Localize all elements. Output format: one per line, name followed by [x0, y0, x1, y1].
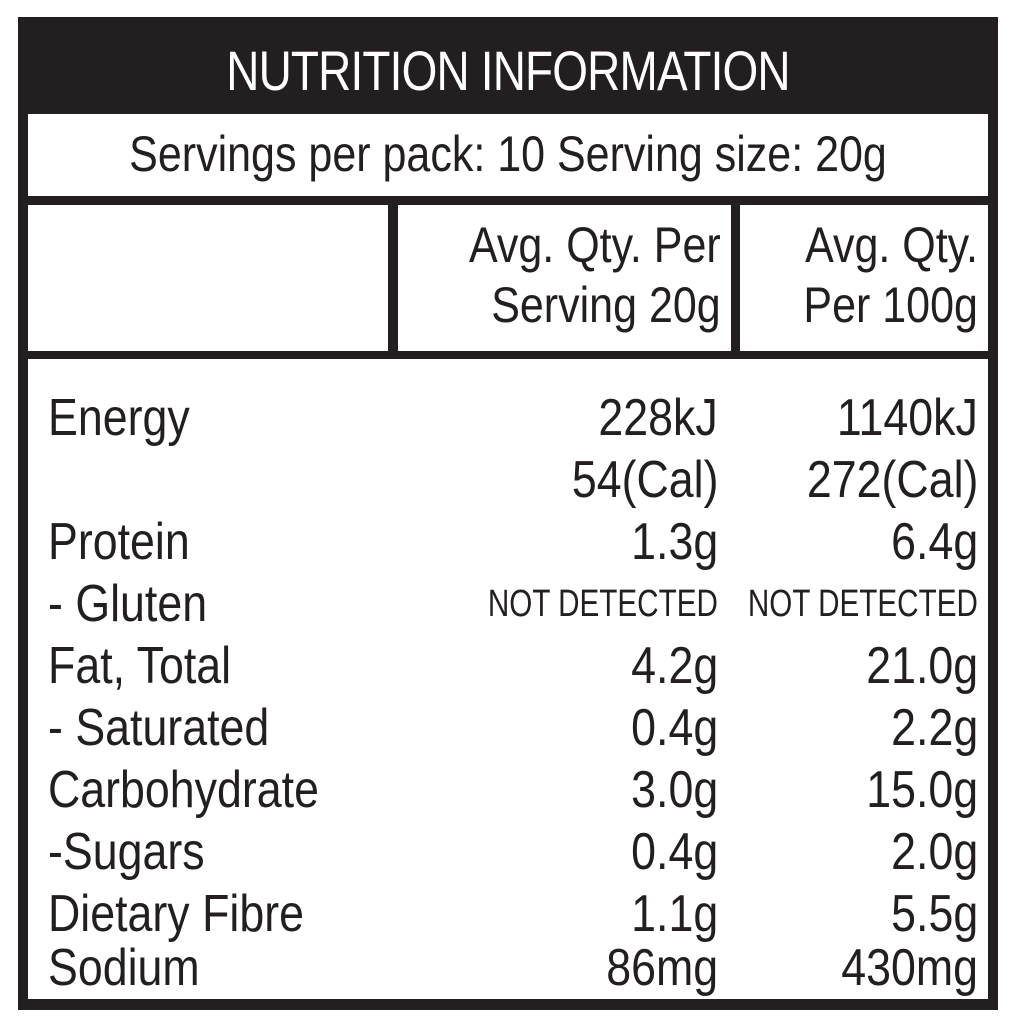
header-per-serving-line2: Serving 20g — [491, 277, 721, 333]
table-row: Energy 228kJ 1140kJ — [28, 387, 988, 449]
per-serving-value: 1.1g — [630, 885, 718, 943]
table-row: Carbohydrate 3.0g 15.0g — [28, 759, 988, 821]
nutrition-panel: NUTRITION INFORMATION Servings per pack:… — [18, 17, 998, 1010]
per-100g-value: 2.0g — [890, 823, 978, 881]
table-row: -Sugars 0.4g 2.0g — [28, 821, 988, 883]
header-blank-cell — [28, 205, 388, 351]
per-serving-value: 228kJ — [598, 389, 718, 447]
per-100g-value: 5.5g — [890, 885, 978, 943]
table-row: Sodium 86mg 430mg — [28, 937, 988, 999]
per-serving-value: NOT DETECTED — [487, 583, 718, 625]
header-per-serving-line1: Avg. Qty. Per — [469, 217, 721, 273]
nutrient-label: Protein — [48, 513, 190, 571]
nutrient-label: Sodium — [48, 939, 200, 997]
nutrient-label: - Gluten — [48, 575, 208, 633]
table-row: Protein 1.3g 6.4g — [28, 511, 988, 573]
nutrient-label: -Sugars — [48, 823, 205, 881]
per-serving-value: 4.2g — [630, 637, 718, 695]
header-per-serving-text: Avg. Qty. Per Serving 20g — [469, 215, 721, 335]
nutrient-label: Energy — [48, 389, 190, 447]
per-100g-value: 21.0g — [866, 637, 978, 695]
nutrient-label: - Saturated — [48, 699, 270, 757]
per-serving-value: 86mg — [606, 939, 718, 997]
per-serving-value: 3.0g — [630, 761, 718, 819]
servings-row: Servings per pack: 10 Serving size: 20g — [28, 114, 988, 196]
per-serving-value: 0.4g — [630, 823, 718, 881]
header-per-100g-text: Avg. Qty. Per 100g — [803, 215, 978, 335]
table-row: - Gluten NOT DETECTED NOT DETECTED — [28, 573, 988, 635]
header-per-100g: Avg. Qty. Per 100g — [740, 205, 988, 351]
per-100g-value: 1140kJ — [837, 389, 978, 447]
per-100g-value: NOT DETECTED — [747, 583, 978, 625]
nutrient-label: Fat, Total — [48, 637, 232, 695]
per-100g-value: 2.2g — [890, 699, 978, 757]
per-serving-value: 54(Cal) — [571, 451, 718, 509]
header-per-100g-line1: Avg. Qty. — [805, 217, 978, 273]
table-row: 54(Cal) 272(Cal) — [28, 449, 988, 511]
table-row: Fat, Total 4.2g 21.0g — [28, 635, 988, 697]
nutrient-label: Dietary Fibre — [48, 885, 304, 943]
per-serving-value: 1.3g — [630, 513, 718, 571]
per-100g-value: 15.0g — [866, 761, 978, 819]
header-per-serving: Avg. Qty. Per Serving 20g — [398, 205, 731, 351]
servings-text: Servings per pack: 10 Serving size: 20g — [129, 126, 887, 182]
per-100g-value: 272(Cal) — [806, 451, 978, 509]
table-row: Dietary Fibre 1.1g 5.5g — [28, 883, 988, 945]
per-serving-value: 0.4g — [630, 699, 718, 757]
panel-title: NUTRITION INFORMATION — [226, 39, 790, 102]
nutrient-label: Carbohydrate — [48, 761, 319, 819]
per-100g-value: 430mg — [841, 939, 978, 997]
nutrient-table: Energy 228kJ 1140kJ 54(Cal) 272(Cal) Pro… — [28, 359, 988, 999]
table-row: - Saturated 0.4g 2.2g — [28, 697, 988, 759]
header-per-100g-line2: Per 100g — [803, 277, 978, 333]
per-100g-value: 6.4g — [890, 513, 978, 571]
